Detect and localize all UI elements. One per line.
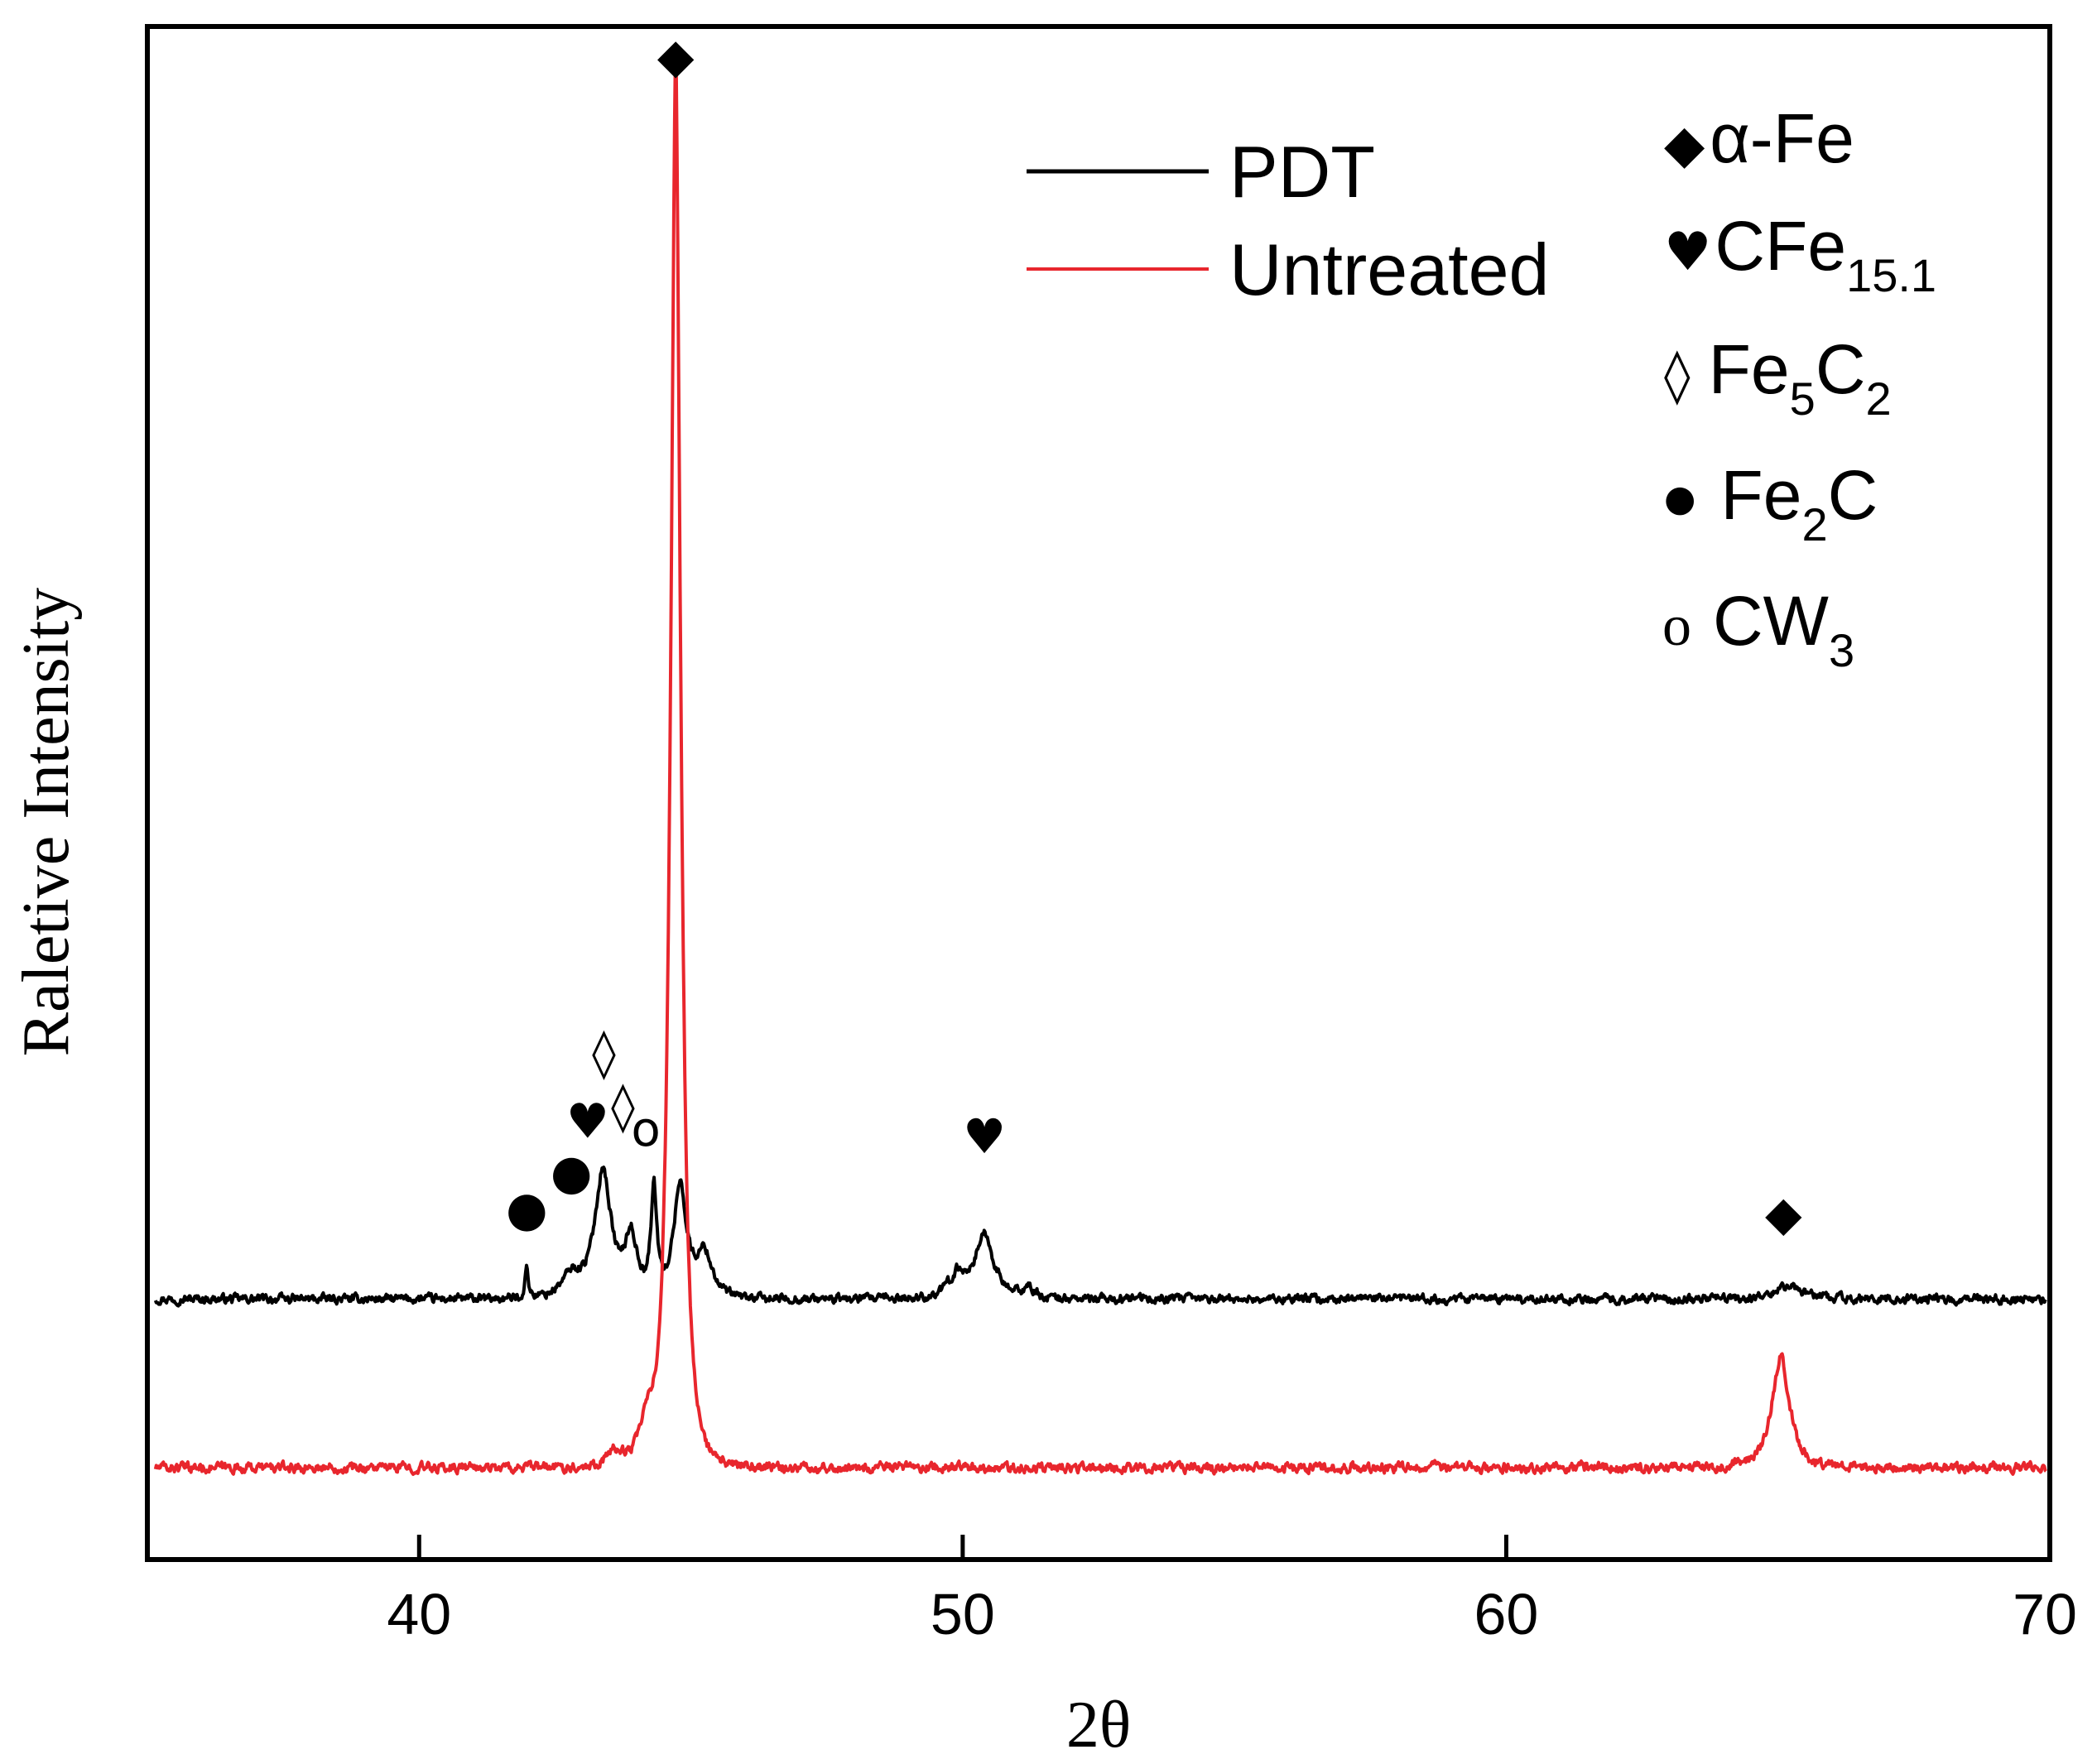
circle-open-icon: o [1662,594,1691,658]
phase-marker-cfe15-1: ♥ [963,1108,1006,1165]
series-line-pdt [153,1166,2047,1308]
phase-name-fe2c-fe: Fe [1720,456,1801,534]
legend-label-untreated: Untreated [1229,228,1549,310]
phase-marker-fe5c2: ◊ [592,1024,616,1080]
x-tick-label: 40 [387,1582,451,1646]
phase-legend-row-cw3: o CW3 [1662,582,1854,676]
series-layer [153,55,2047,1476]
phase-sub-cw-3: 3 [1829,624,1854,676]
phase-legend-row-cfe: ♥CFe15.1 [1664,207,1936,301]
phase-sub-cfe: 15.1 [1846,249,1936,301]
plot-frame [145,24,2052,1562]
x-axis-title: 2θ [1066,1689,1131,1762]
series-legend: PDT Untreated [1027,131,1549,310]
phase-sub-fe5c2-5: 5 [1790,373,1816,425]
phase-name-cfe: CFe [1715,207,1846,285]
phase-marker-fe2c: ● [551,1144,593,1200]
phase-legend-row-fe5c2: ◊ Fe5C2 [1664,330,1892,425]
phase-name-fe5c2-c: C [1816,330,1866,408]
x-tick-label: 70 [2013,1582,2077,1646]
phase-name-alpha-fe: α-Fe [1710,99,1854,177]
phase-sub-fe5c2-2: 2 [1865,373,1891,425]
phase-marker-cw3: o [631,1101,661,1157]
phase-marker-fe5c2: ◊ [611,1078,635,1134]
phase-sub-fe2c-2: 2 [1801,498,1827,550]
dot-filled-icon: ● [1664,478,1695,520]
x-tick-label: 60 [1474,1582,1538,1646]
phase-marker-fe2c: ● [506,1180,548,1237]
phase-marker-layer: ◆◆♥ ♥◊◊●●o [506,28,1802,1242]
phase-marker--fe: ◆ [657,28,695,84]
phase-marker-cfe15-1: ♥ [566,1093,609,1150]
phase-legend-row-fe2c: ● Fe2C [1664,456,1878,550]
y-axis-title: Raletive Intensity [10,588,83,1057]
series-line-untreated [153,55,2047,1476]
diamond-filled-icon: ◆ [1664,114,1705,175]
phase-legend: ◆α-Fe ♥CFe15.1 ◊ Fe5C2 ● Fe2C o CW3 [1662,99,1936,676]
lozenge-icon: ◊ [1664,345,1691,406]
x-axis-ticks: 40 50 60 70 [387,1535,2077,1646]
phase-marker--fe: ◆ [1765,1185,1802,1242]
heart-icon: ♥ [1664,222,1711,283]
phase-legend-row-alpha-fe: ◆α-Fe [1664,99,1854,177]
phase-name-fe2c-c: C [1828,456,1878,534]
phase-name-fe5c2-fe: Fe [1709,330,1790,408]
legend-label-pdt: PDT [1229,131,1375,213]
x-tick-label: 50 [931,1582,995,1646]
phase-name-cw: CW [1713,582,1829,660]
